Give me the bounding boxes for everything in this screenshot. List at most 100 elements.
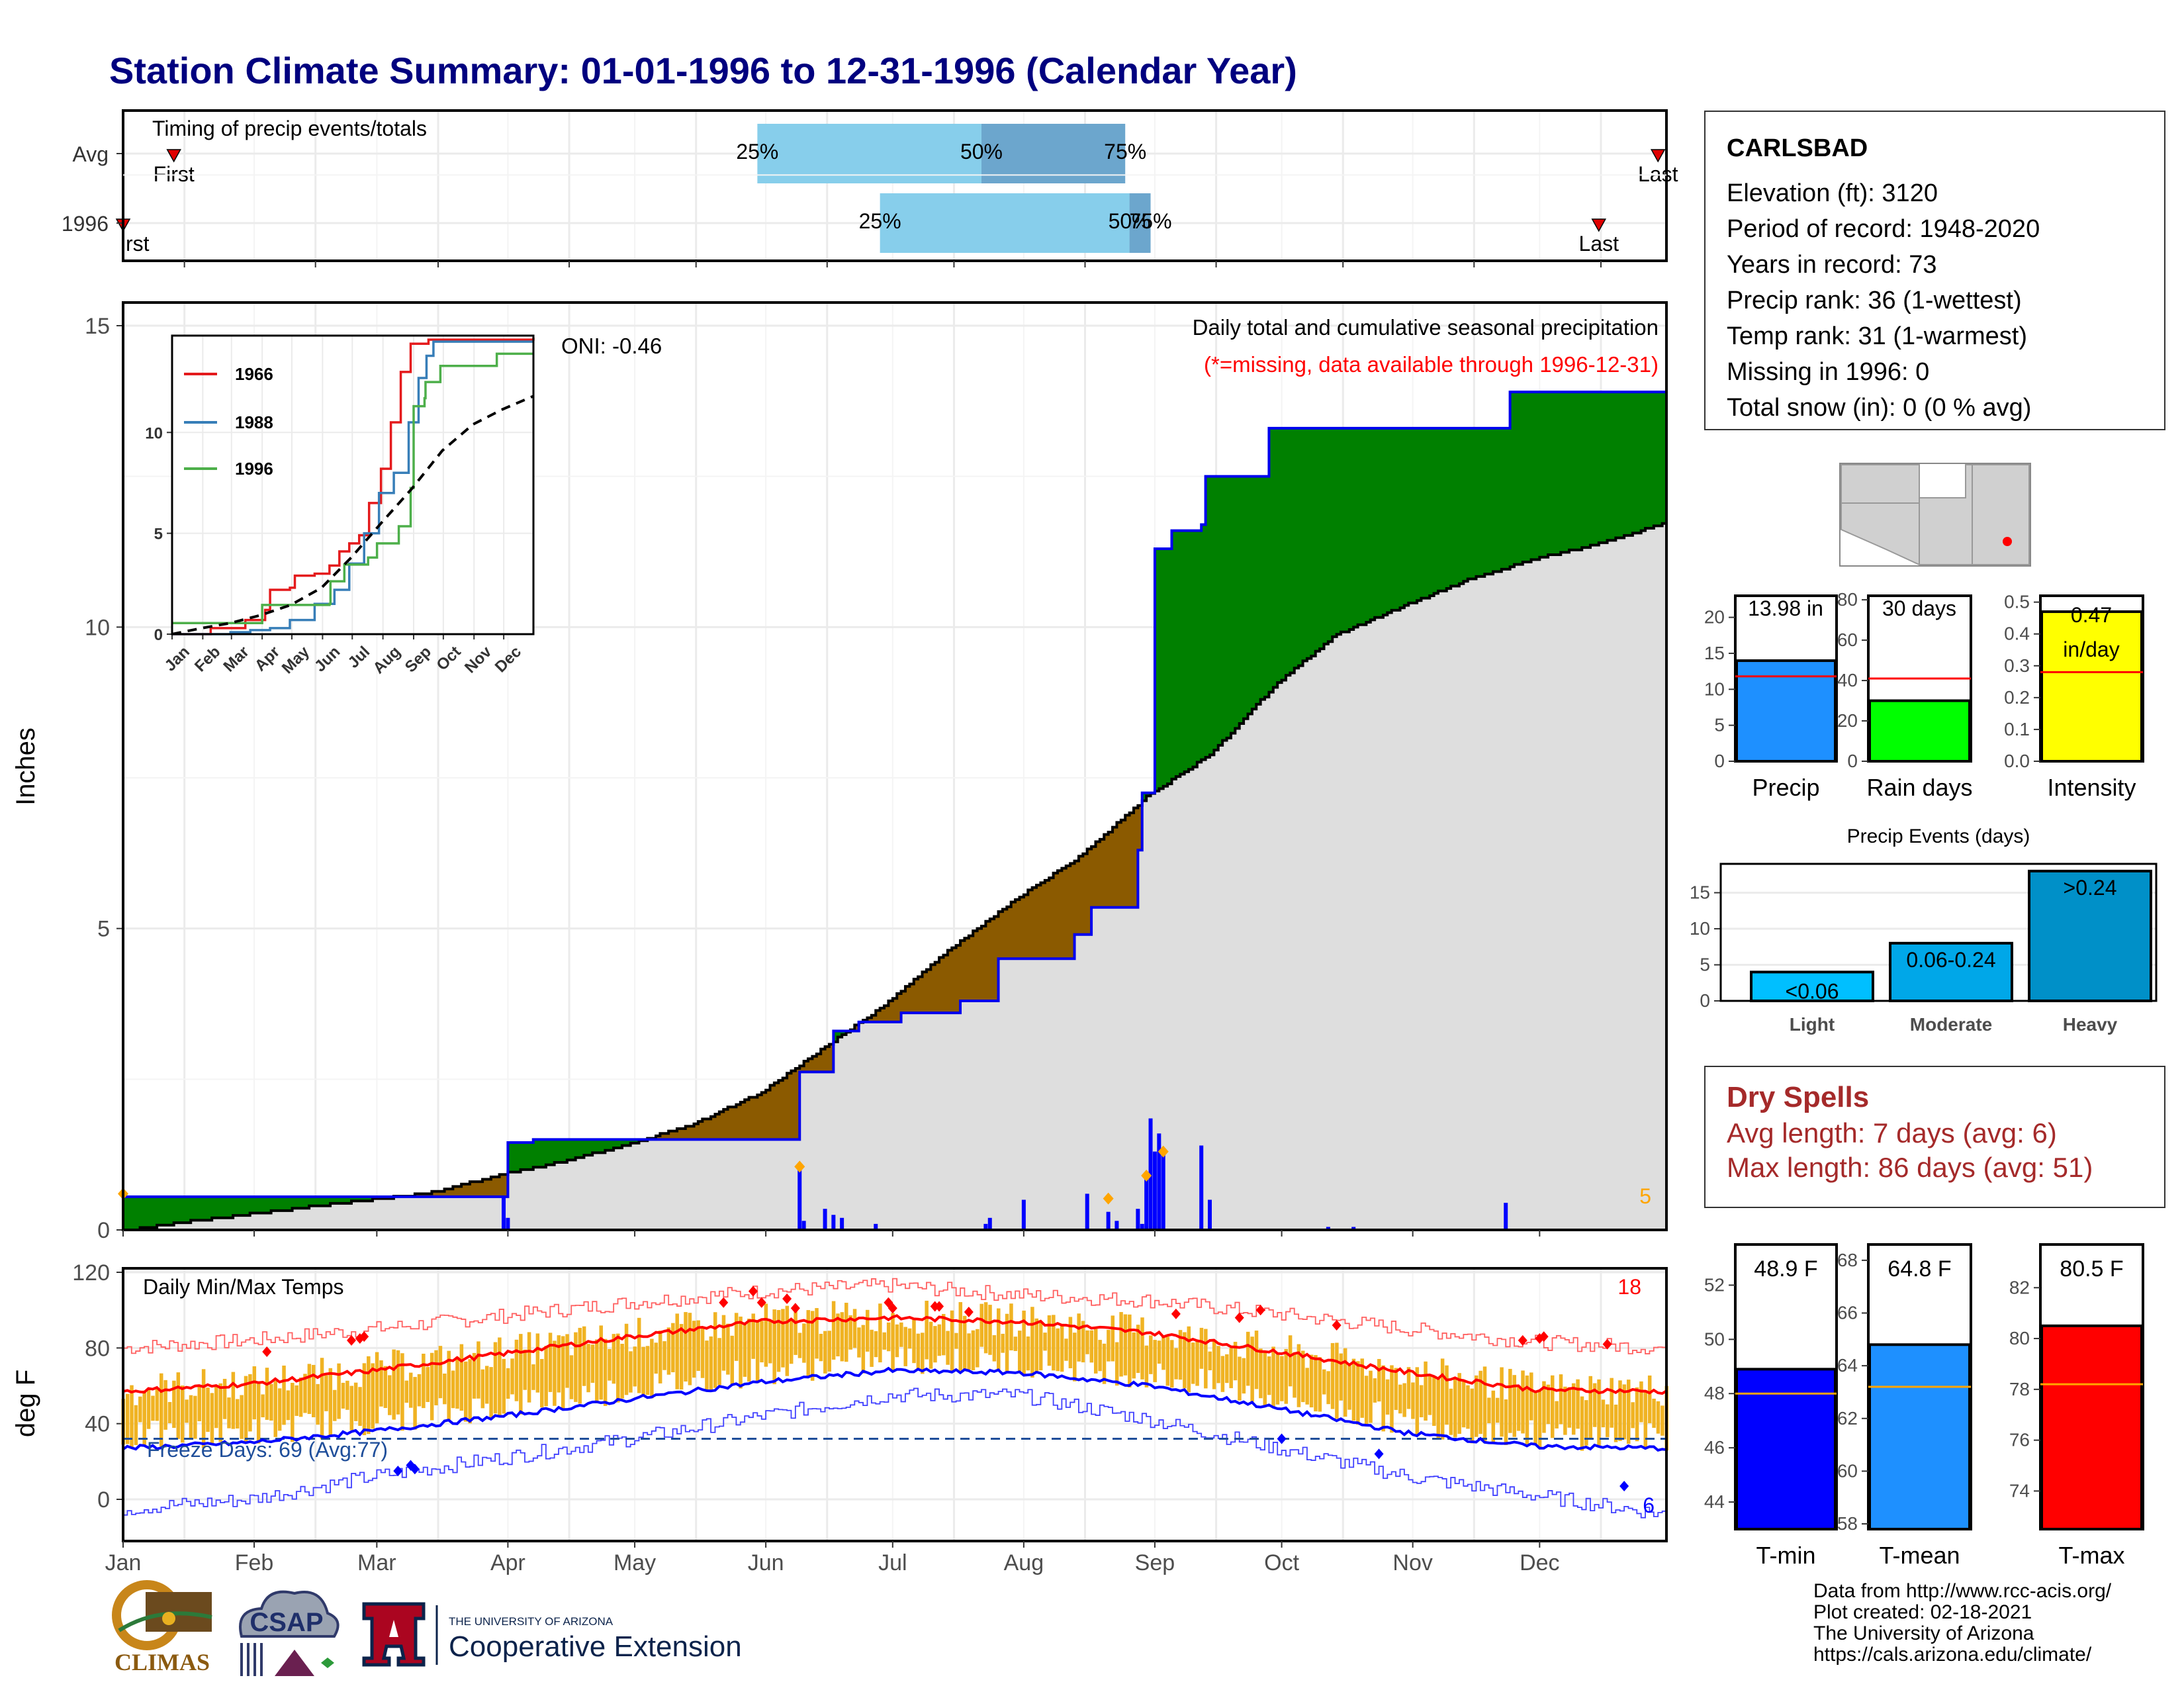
daily-temp-bar: [1606, 1404, 1610, 1438]
daily-temp-bar: [1369, 1370, 1373, 1423]
daily-temp-bar: [595, 1339, 599, 1403]
daily-temp-bar: [1001, 1333, 1005, 1353]
record-high-marker: [934, 1301, 944, 1312]
daily-temp-bar: [1500, 1367, 1504, 1437]
daily-temp-bar: [760, 1321, 764, 1363]
daily-temp-bar: [983, 1302, 988, 1354]
daily-temp-bar: [705, 1340, 709, 1390]
daily-temp-bar: [941, 1313, 946, 1356]
record-max-line: [123, 1278, 1667, 1354]
daily-temp-bar: [206, 1387, 210, 1432]
daily-temp-bar: [1005, 1313, 1009, 1373]
precip-events-ytick-label: 0: [1700, 990, 1710, 1011]
normal-cumulative-area: [123, 523, 1666, 1230]
intensity-ytick-label: 0.4: [2004, 624, 2030, 644]
daily-temp-bar: [146, 1389, 151, 1429]
daily-temp-bar: [751, 1313, 755, 1359]
record-high-marker: [756, 1297, 766, 1308]
daily-temp-bar: [227, 1397, 231, 1429]
daily-temp-bar: [1661, 1405, 1664, 1436]
station-temp-rank: Temp rank: 31 (1-warmest): [1727, 322, 2028, 350]
month-label: May: [614, 1550, 656, 1575]
precip-events-ytick-label: 10: [1690, 918, 1710, 939]
precip-total-bar: [1735, 659, 1837, 763]
daily-temp-bar: [1009, 1303, 1013, 1350]
daily-precip-bar: [1144, 1176, 1149, 1230]
daily-temp-bar: [1115, 1342, 1119, 1386]
daily-temp-bar: [197, 1384, 202, 1422]
daily-temp-bar: [1081, 1321, 1085, 1363]
normal-min-line: [122, 1366, 1667, 1452]
daily-temp-bar: [620, 1344, 624, 1399]
station-name: CARLSBAD: [1727, 134, 1868, 162]
daily-temp-bar: [1453, 1377, 1457, 1438]
t-max-ytick-label: 74: [2009, 1480, 2030, 1501]
cum-ytick-label: 5: [97, 917, 110, 942]
daily-temp-bar: [358, 1387, 362, 1427]
daily-temp-bar: [739, 1316, 743, 1389]
record-low-marker: [410, 1464, 420, 1475]
daily-temp-bar: [286, 1390, 291, 1421]
station-years: Years in record: 73: [1727, 251, 1937, 279]
t-min-ytick-label: 48: [1704, 1383, 1725, 1403]
daily-temp-bar: [1347, 1366, 1351, 1410]
daily-temp-bar: [176, 1372, 181, 1439]
daily-temp-bar: [1043, 1333, 1047, 1351]
footer-url: https://cals.arizona.edu/climate/: [1813, 1644, 2092, 1665]
daily-temp-bar: [857, 1327, 861, 1358]
daily-precip-bar: [1157, 1133, 1161, 1230]
daily-temp-bar: [1533, 1391, 1537, 1444]
daily-temp-bar: [1060, 1323, 1064, 1372]
inset-legend-label: 1966: [235, 364, 273, 384]
t-mean-ytick-label: 68: [1837, 1250, 1858, 1270]
daily-temp-bar: [891, 1313, 895, 1371]
daily-temp-bar: [1187, 1326, 1191, 1393]
precip-event-category: Light: [1790, 1014, 1835, 1035]
daily-temp-bar: [130, 1385, 134, 1448]
intensity-ytick-label: 0.2: [2004, 687, 2030, 708]
daily-temp-bar: [337, 1363, 341, 1419]
daily-temp-bar: [1479, 1370, 1482, 1434]
csap-wordmark: CSAP: [250, 1608, 323, 1637]
daily-precip-bar: [1351, 1227, 1356, 1230]
ua-small-text: THE UNIVERSITY OF ARIZONA: [449, 1615, 614, 1628]
daily-temp-bar: [1280, 1356, 1284, 1401]
daily-temp-bar: [535, 1333, 540, 1393]
daily-temp-bar: [645, 1346, 650, 1395]
daily-temp-bar: [1330, 1342, 1335, 1409]
daily-temp-bar: [1470, 1388, 1475, 1444]
daily-temp-bar: [1381, 1365, 1385, 1432]
daily-temp-bar: [819, 1333, 823, 1362]
daily-temp-bar: [1504, 1399, 1508, 1446]
daily-temp-bar: [1267, 1356, 1271, 1395]
record-high-marker: [347, 1335, 357, 1346]
daily-temp-bar: [1322, 1369, 1326, 1395]
precip-event-bar-label: >0.24: [2064, 876, 2117, 900]
daily-temp-bar: [502, 1358, 506, 1414]
daily-temp-bar: [1284, 1348, 1288, 1404]
temp-title: Daily Min/Max Temps: [143, 1275, 343, 1299]
daily-precip-bar: [1161, 1151, 1165, 1230]
daily-temp-bar: [1461, 1380, 1466, 1428]
precip-total-ytick-label: 10: [1704, 679, 1725, 699]
daily-temp-bar: [743, 1322, 747, 1377]
cum-subtitle: (*=missing, data available through 1996-…: [1204, 352, 1659, 377]
daily-precip-bar: [1148, 1118, 1153, 1230]
daily-temp-bar: [493, 1342, 498, 1414]
record-high-marker: [1255, 1305, 1265, 1316]
station-missing: Missing in 1996: 0: [1727, 358, 1930, 386]
daily-temp-bar: [480, 1369, 485, 1409]
daily-temp-bar: [650, 1338, 654, 1399]
daily-temp-bar: [451, 1370, 455, 1409]
daily-temp-bar: [1111, 1315, 1115, 1362]
climas-logo: CLIMAS: [112, 1580, 212, 1675]
daily-temp-bar: [1314, 1355, 1318, 1412]
daily-temp-bar: [700, 1327, 705, 1378]
daily-temp-bar: [218, 1383, 222, 1442]
daily-temp-bar: [1204, 1329, 1208, 1389]
daily-temp-bar: [328, 1368, 333, 1437]
daily-temp-bar: [1064, 1338, 1068, 1361]
t-mean-ytick-label: 58: [1837, 1513, 1858, 1534]
daily-temp-bar: [629, 1351, 633, 1393]
last-event-label-y1996: Last: [1579, 232, 1619, 256]
